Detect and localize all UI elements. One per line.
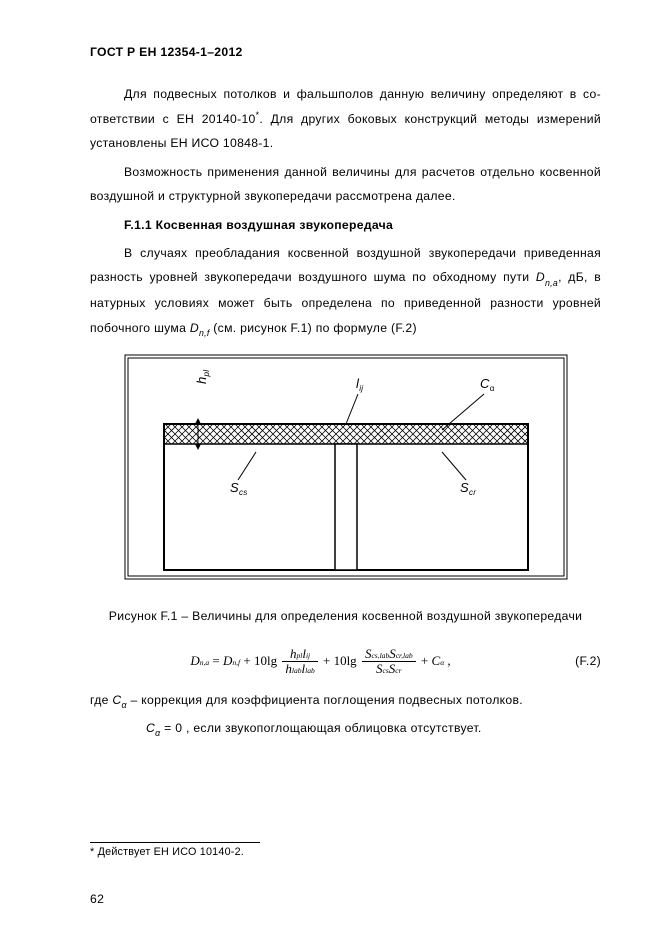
para-3: В случаях преобладания косвенной воздушн… [90, 241, 601, 342]
figure-svg: hpl lij Cα Scs Scr [122, 352, 570, 582]
page-number: 62 [90, 887, 104, 911]
para-1: Для подвесных потолков и фальшполов данн… [90, 82, 601, 155]
svg-text:hpl: hpl [194, 369, 211, 383]
where-1-b: – коррекция для коэффициента поглощения … [127, 693, 523, 707]
svg-text:lij: lij [356, 376, 363, 393]
where-2: Cα = 0 , если звукопоглощающая облицовка… [90, 716, 601, 742]
var-dnf: Dn,f [190, 321, 210, 335]
section-title: F.1.1 Косвенная воздушная звукопередача [90, 213, 601, 237]
var-calpha: Cα [112, 693, 126, 707]
where-2-b: , если звукопоглощающая облицовка отсутс… [182, 721, 481, 735]
var-calpha-zero: Cα = 0 [146, 721, 182, 735]
equation-number: (F.2) [551, 649, 601, 673]
where-1-a: где [90, 693, 112, 707]
svg-text:Cα: Cα [480, 376, 495, 393]
para-2: Возможность применения данной величины д… [90, 160, 601, 209]
equation-f2-row: Dn,a = Dn,f + 10lg hpllij hlabllab + 10l… [90, 647, 601, 677]
svg-text:Scr: Scr [460, 480, 476, 497]
equation-f2: Dn,a = Dn,f + 10lg hpllij hlabllab + 10l… [190, 647, 450, 677]
para-1-b: ответствии с ЕН 20140-10 [90, 112, 256, 126]
footnote: * Действует ЕН ИСО 10140-2. [90, 845, 601, 860]
footnote-separator [90, 842, 260, 843]
var-dna: Dn,a [536, 270, 558, 284]
figure-f1: hpl lij Cα Scs Scr [90, 352, 601, 590]
doc-header: ГОСТ Р ЕН 12354-1–2012 [90, 40, 601, 64]
para-3-c: (см. рисунок F.1) по формуле (F.2) [210, 321, 417, 335]
where-1: где Cα – коррекция для коэффициента погл… [90, 688, 601, 714]
para-3-a: В случаях преобладания косвенной воздушн… [90, 246, 601, 284]
figure-caption: Рисунок F.1 – Величины для определения к… [90, 604, 601, 628]
svg-text:Scs: Scs [230, 480, 248, 497]
para-1-a: Для подвесных потолков и фальшполов данн… [124, 87, 601, 101]
